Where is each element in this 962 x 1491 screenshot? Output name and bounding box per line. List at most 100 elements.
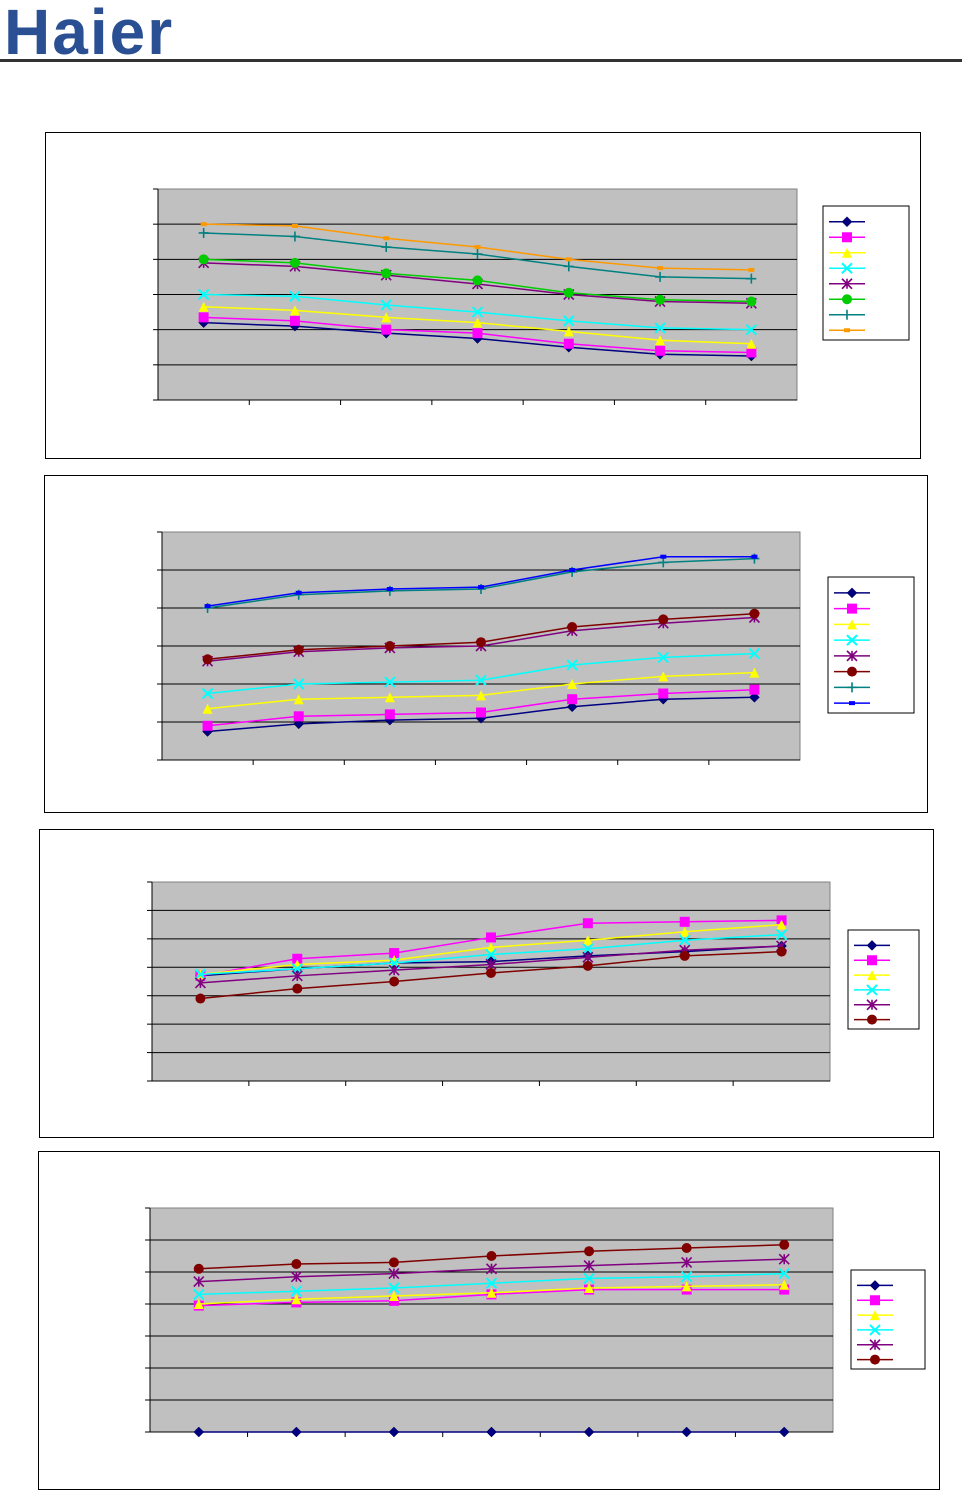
chart-panel-3 [39,829,934,1138]
legend-marker-3-1 [866,940,878,951]
series-1-4 [197,288,758,336]
point-4-3-7 [779,1279,790,1290]
legend-marker-1-4 [841,262,853,274]
point-1-2-6 [655,345,666,356]
point-3-4-5 [582,943,594,955]
chart-panel-4 [38,1151,940,1490]
point-4-1-1 [193,1426,205,1438]
point-1-2-1 [198,312,209,323]
point-1-8-3 [383,236,390,241]
legend-marker-2-4 [846,634,858,646]
point-2-4-2 [293,678,305,690]
point-2-3-2 [293,694,304,705]
legend-marker-2-6 [847,666,857,677]
point-2-2-4 [476,707,486,718]
point-4-1-7 [778,1426,790,1438]
point-2-2-5 [567,694,578,705]
brand-logo: Haier [4,0,175,68]
point-1-8-7 [748,267,755,272]
point-3-3-4 [486,942,496,953]
point-2-1-7 [749,691,760,703]
point-3-5-4 [485,958,497,971]
legend-marker-1-1 [841,216,853,228]
point-4-5-6 [681,1256,693,1268]
point-2-3-4 [476,690,486,701]
point-2-8-1 [204,604,211,609]
point-1-8-4 [474,245,481,250]
point-2-2-1 [202,720,213,731]
point-2-8-7 [751,554,758,559]
point-1-4-2 [289,290,301,302]
point-1-6-4 [472,275,483,286]
point-3-5-3 [388,964,400,976]
point-4-6-6 [681,1243,692,1253]
point-1-4-5 [563,315,575,327]
legend-4 [850,1269,926,1370]
point-4-6-7 [779,1239,790,1250]
point-1-6-5 [563,287,574,298]
point-4-5-1 [193,1276,205,1288]
point-2-1-5 [566,701,578,713]
point-3-6-1 [195,993,206,1004]
legend-marker-2-3 [847,619,857,630]
point-3-5-5 [582,951,594,963]
legend-marker-4-1 [869,1280,881,1291]
point-1-8-2 [291,223,298,228]
point-3-6-4 [486,967,496,978]
chart-panel-2 [44,475,928,813]
point-2-8-6 [660,554,667,559]
point-1-3-3 [381,312,392,323]
point-3-3-6 [679,926,690,937]
point-2-4-1 [201,687,214,700]
point-4-1-2 [291,1426,302,1438]
point-4-3-4 [486,1287,497,1298]
chart-panel-1 [45,132,921,459]
point-2-3-3 [384,692,395,703]
plot-area-3 [151,881,831,1082]
point-2-3-5 [567,679,578,689]
point-2-4-3 [384,676,396,688]
point-2-8-2 [295,590,302,595]
series-3-6 [195,946,787,1004]
point-4-3-2 [291,1294,302,1305]
point-1-6-7 [746,296,757,307]
series-4-5 [193,1253,790,1288]
point-2-6-4 [476,637,486,648]
point-3-6-3 [389,976,400,987]
point-1-3-5 [563,326,574,337]
point-2-1-2 [293,718,305,730]
legend-2 [827,576,915,714]
point-2-8-4 [478,585,484,590]
series-1-8 [200,222,755,272]
point-3-6-6 [679,950,690,961]
point-2-3-6 [658,671,669,682]
point-2-6-6 [658,614,669,625]
point-2-7-6 [658,557,669,568]
legend-marker-4-2 [870,1295,880,1306]
point-1-2-2 [289,315,300,326]
series-2-6 [202,608,760,665]
point-2-4-5 [566,659,578,671]
series-1-7 [198,227,757,284]
point-3-6-2 [292,983,303,994]
point-1-6-3 [381,268,392,279]
point-4-6-3 [388,1257,399,1268]
point-1-7-6 [655,271,666,282]
point-1-3-1 [198,301,209,312]
legend-marker-1-2 [842,232,852,243]
legend-marker-3-2 [867,955,877,966]
legend-marker-2-1 [846,587,858,599]
plot-area-4 [149,1207,834,1433]
point-2-4-4 [475,674,487,686]
point-2-6-7 [749,608,760,619]
point-4-5-7 [778,1253,790,1265]
point-1-4-4 [471,306,484,318]
point-3-3-5 [582,935,593,946]
legend-marker-1-8 [844,328,850,333]
point-2-2-7 [749,684,760,695]
point-2-3-7 [749,667,760,678]
point-4-4-1 [193,1288,205,1301]
point-3-3-7 [776,919,787,930]
legend-marker-4-6 [870,1354,880,1365]
series-4-6 [193,1239,790,1274]
